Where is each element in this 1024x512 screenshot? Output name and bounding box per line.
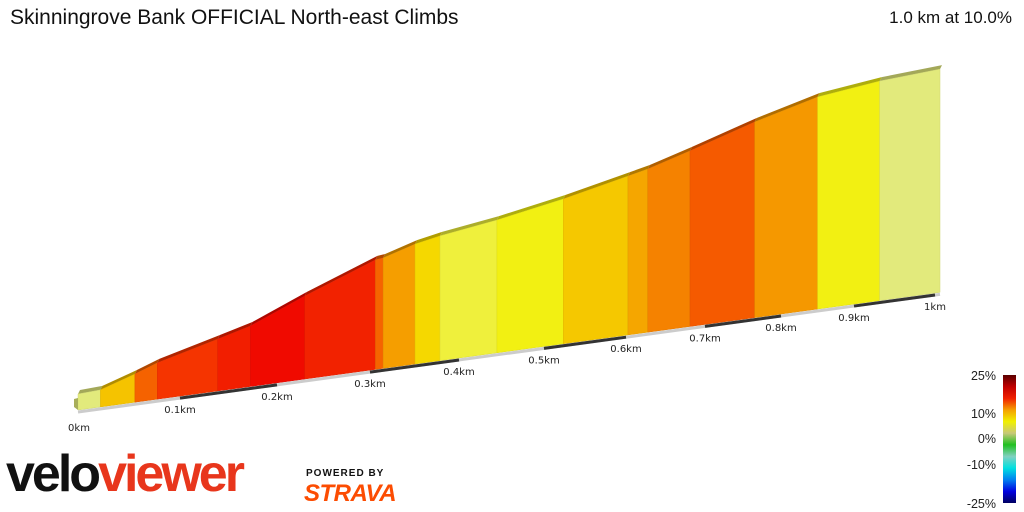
tick-label: 0km: [68, 423, 90, 434]
tick-label: 0.9km: [838, 313, 869, 324]
axis-band: [853, 293, 936, 308]
tick-label: 0.2km: [261, 392, 292, 403]
tick-label: 0.1km: [164, 405, 195, 416]
axis-band: [543, 335, 627, 350]
veloviewer-logo: veloviewer: [6, 445, 245, 503]
profile-segment: [689, 121, 755, 327]
gradient-legend: 25% 10% 0% -10% -25%: [967, 369, 996, 511]
tick-label: 0.8km: [765, 323, 796, 334]
profile-segment: [563, 175, 629, 345]
profile-segment-top: [627, 165, 650, 177]
profile-segment: [627, 168, 649, 336]
legend-label: 25%: [971, 369, 996, 383]
profile-segment-top: [440, 216, 499, 236]
profile-segment: [754, 96, 818, 318]
profile-segment-top: [304, 255, 378, 296]
profile-segment: [647, 150, 691, 333]
profile-segment-top: [754, 93, 820, 122]
profile-segments: [74, 65, 942, 411]
strava-logo: STRAVA: [304, 480, 397, 507]
profile-segment-top: [134, 358, 160, 375]
tick-label: 0.4km: [443, 367, 474, 378]
axis-band: [179, 383, 278, 400]
profile-segment: [439, 219, 498, 361]
distance-tick-labels: 0km 0.1km 0.2km 0.3km 0.4km 0.5km 0.6km 0.7km 0.…: [68, 302, 946, 434]
profile-segment-top: [100, 370, 137, 390]
profile-segment: [414, 235, 441, 365]
legend-label: -25%: [967, 497, 996, 511]
legend-label: 10%: [971, 407, 996, 421]
page-title: Skinningrove Bank OFFICIAL North-east Cl…: [10, 6, 459, 29]
profile-segment-top: [647, 146, 693, 170]
tick-label: 0.5km: [528, 355, 559, 366]
axis-band: [704, 314, 782, 328]
profile-segment-top: [217, 321, 253, 340]
profile-segment-top: [690, 117, 757, 151]
profile-segment-top: [563, 172, 630, 200]
legend-label: -10%: [967, 458, 996, 472]
profile-segment-top: [383, 240, 418, 258]
profile-segment-top: [375, 253, 386, 260]
legend-label: 0%: [978, 432, 996, 446]
profile-segment-top: [817, 77, 882, 98]
profile-segment: [375, 257, 384, 370]
profile-segment-top: [157, 335, 220, 363]
profile-segment-top: [496, 195, 566, 221]
profile-segment: [817, 80, 880, 310]
profile-segment-top: [250, 291, 307, 326]
profile-segment-top: [879, 65, 942, 82]
tick-label: 0.7km: [689, 333, 720, 344]
profile-segment: [879, 68, 941, 301]
profile-segment: [304, 259, 376, 380]
profile-segment: [134, 362, 158, 403]
tick-label: 1km: [924, 302, 946, 313]
tick-label: 0.3km: [354, 379, 385, 390]
powered-by-label: POWERED BY: [306, 468, 385, 479]
tick-label: 0.6km: [610, 344, 641, 355]
profile-start-cap: [74, 398, 78, 410]
profile-segment-top: [415, 231, 443, 245]
climb-summary: 1.0 km at 10.0%: [889, 8, 1012, 27]
gradient-legend-bar: [1003, 375, 1016, 503]
profile-segment-top: [78, 385, 103, 394]
axis-band: [369, 358, 460, 374]
profile-segment: [382, 243, 416, 369]
distance-axis: [77, 292, 941, 414]
profile-segment: [496, 198, 564, 354]
